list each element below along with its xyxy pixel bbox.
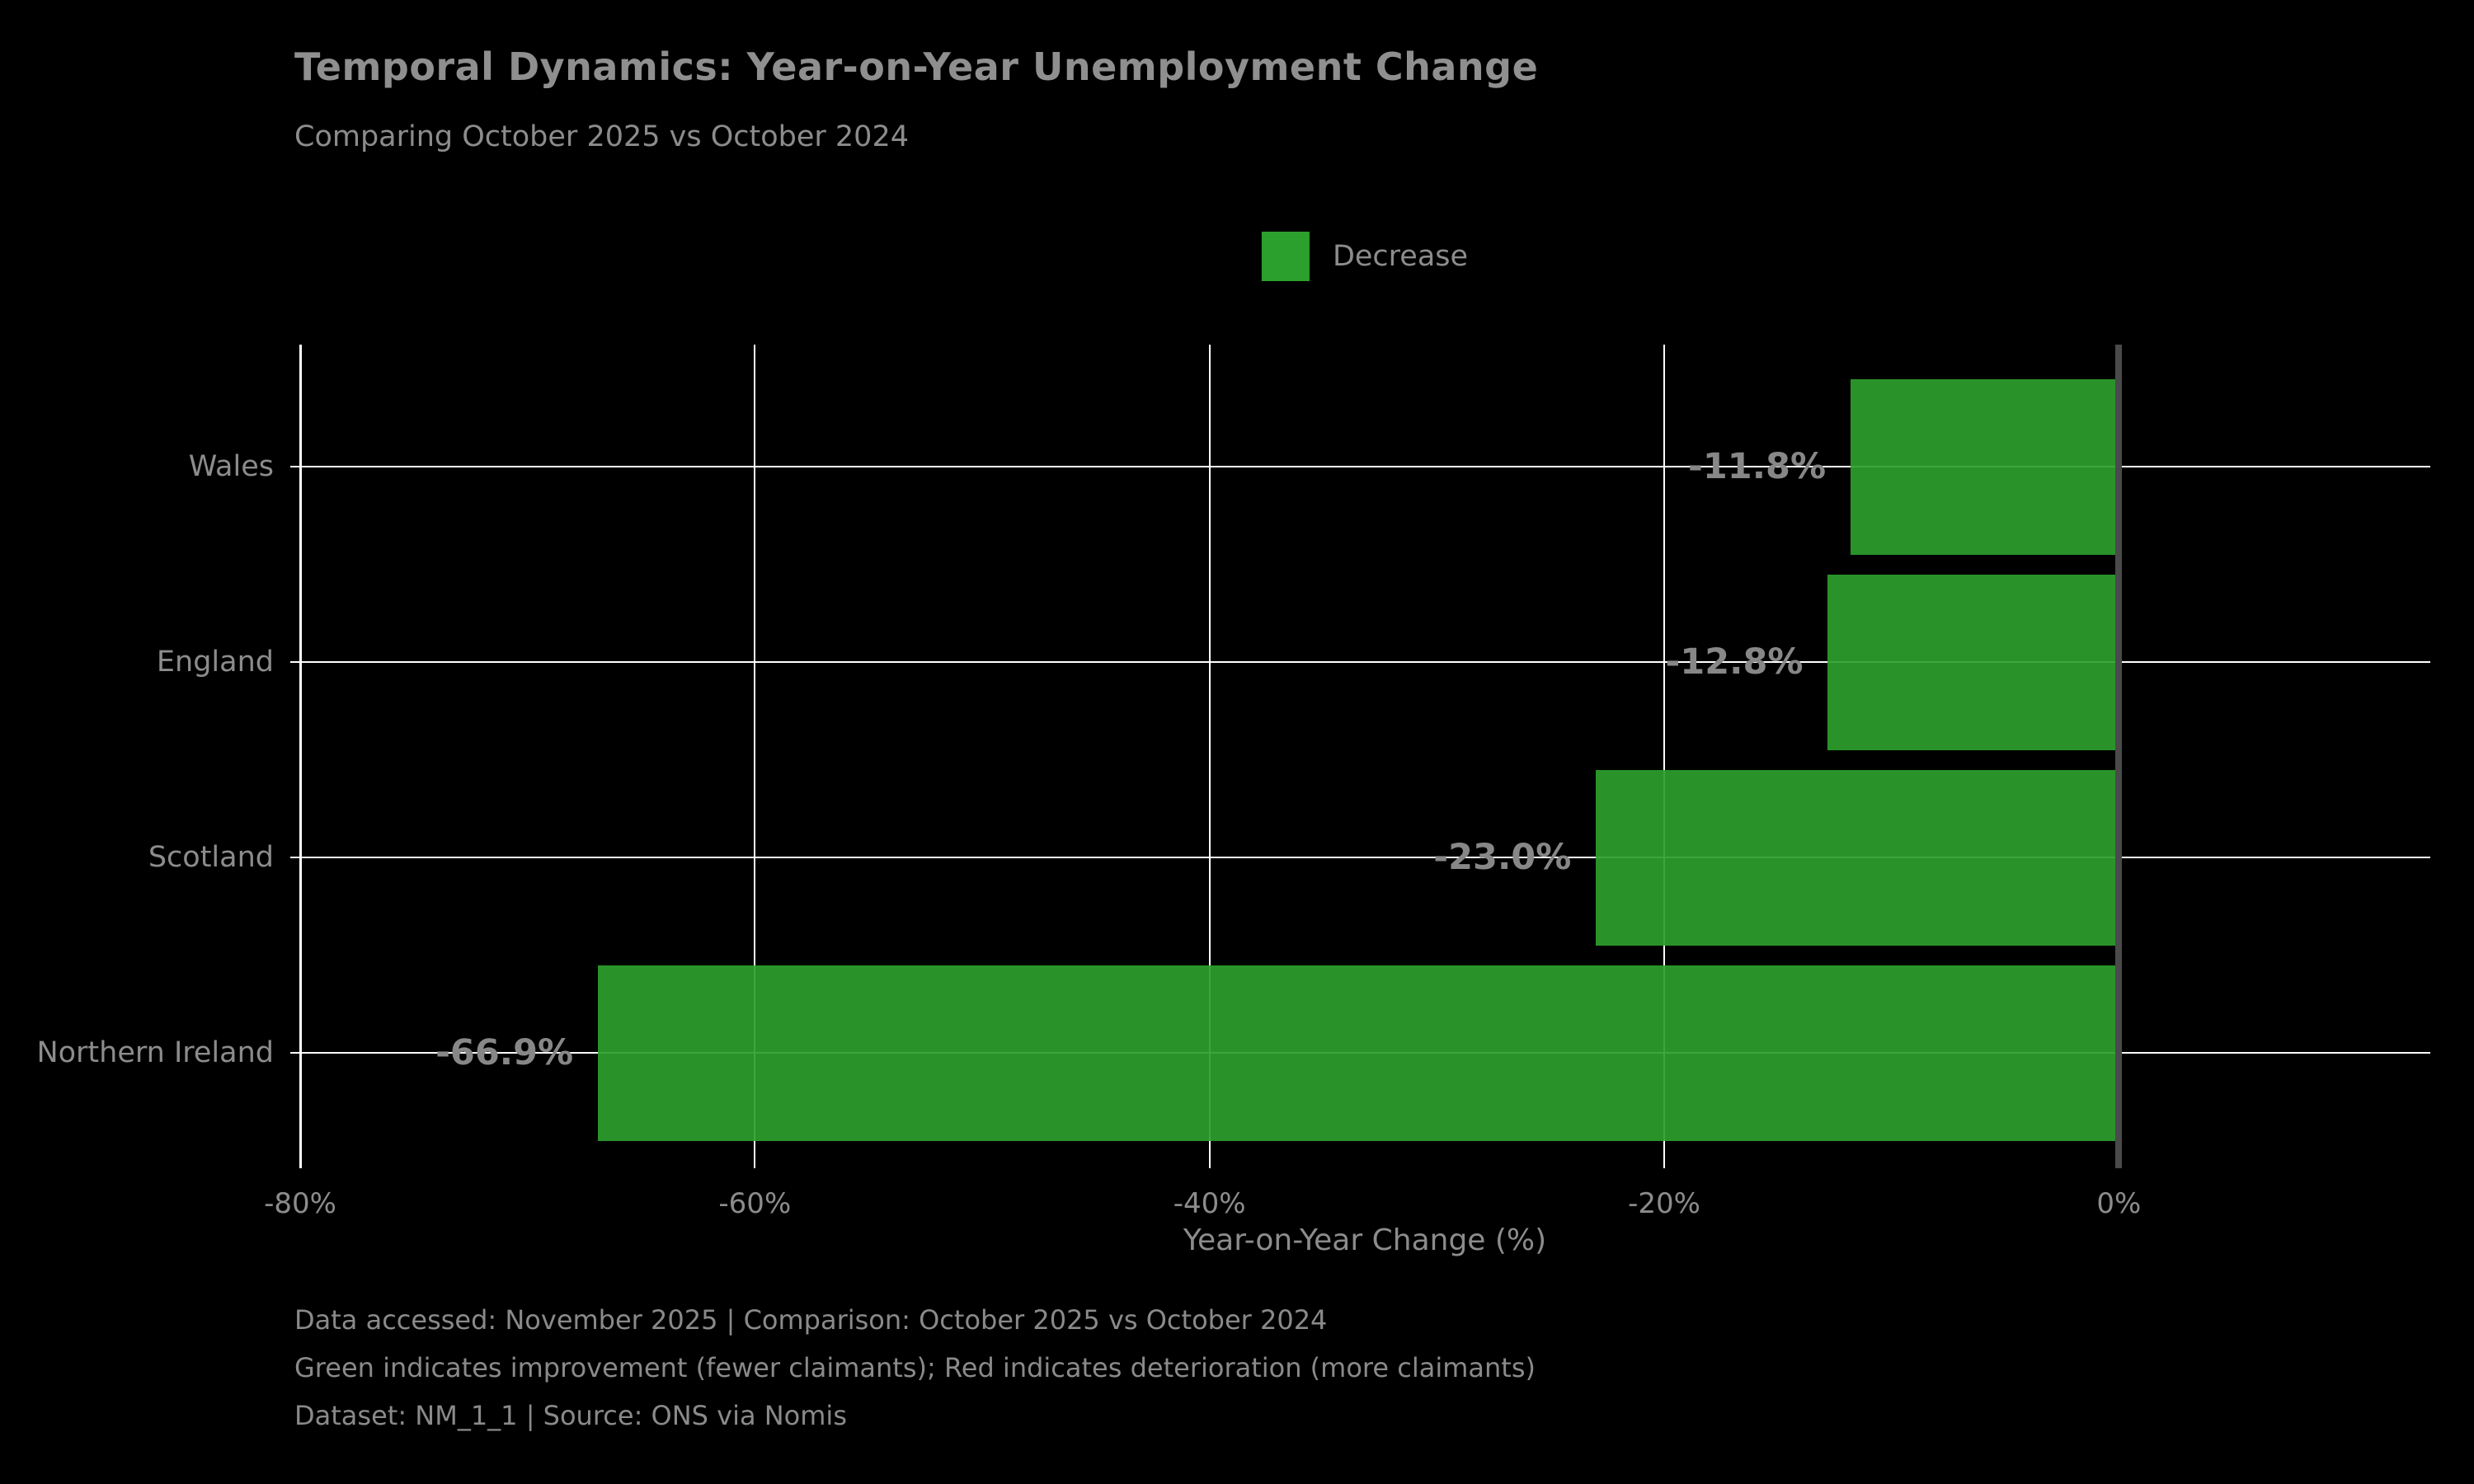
category-label-northern-ireland: Northern Ireland (36, 1036, 274, 1069)
y-axis-spine (299, 345, 302, 1168)
value-label-scotland: -23.0% (1433, 837, 1572, 878)
footer: Data accessed: November 2025 | Compariso… (294, 1296, 1536, 1439)
value-label-wales: -11.8% (1688, 446, 1827, 487)
gridline-y-wales (290, 466, 2430, 467)
value-label-northern-ireland: -66.9% (435, 1032, 574, 1073)
value-label-england: -12.8% (1665, 641, 1804, 683)
chart-title: Temporal Dynamics: Year-on-Year Unemploy… (294, 45, 1539, 89)
x-tick-label--60: -60% (718, 1187, 792, 1220)
bar-scotland (1596, 769, 2119, 946)
category-label-scotland: Scotland (148, 841, 274, 874)
legend-label-decrease: Decrease (1332, 240, 1469, 273)
bar-wales (1851, 378, 2119, 555)
legend-swatch-decrease (1261, 232, 1310, 281)
gridline-x--40 (1208, 345, 1211, 1168)
plot-area: -80% -60% -40% -20% 0% Wales -11.8% England -12.… (36, 345, 2430, 1220)
footer-line-color-key: Green indicates improvement (fewer claim… (294, 1352, 1536, 1383)
x-tick-label-0: 0% (2096, 1187, 2142, 1220)
legend: Decrease (1261, 232, 1469, 281)
x-tick-label--80: -80% (264, 1187, 336, 1220)
zero-line (2115, 345, 2123, 1168)
category-label-wales: Wales (188, 450, 274, 483)
bar-england (1827, 574, 2119, 750)
x-tick-label--20: -20% (1628, 1187, 1700, 1220)
footer-line-source: Dataset: NM_1_1 | Source: ONS via Nomis (294, 1400, 847, 1431)
gridline-y-england (290, 661, 2430, 663)
gridline-y-scotland (290, 857, 2430, 858)
footer-line-accessed: Data accessed: November 2025 | Compariso… (294, 1304, 1328, 1336)
category-label-england: England (156, 646, 274, 679)
gridline-x--60 (754, 345, 756, 1168)
x-tick-label--40: -40% (1173, 1187, 1246, 1220)
bar-northern-ireland (598, 965, 2119, 1141)
x-axis-title: Year-on-Year Change (%) (1183, 1223, 1547, 1257)
gridline-x--20 (1663, 345, 1665, 1168)
chart-subtitle: Comparing October 2025 vs October 2024 (294, 120, 909, 153)
